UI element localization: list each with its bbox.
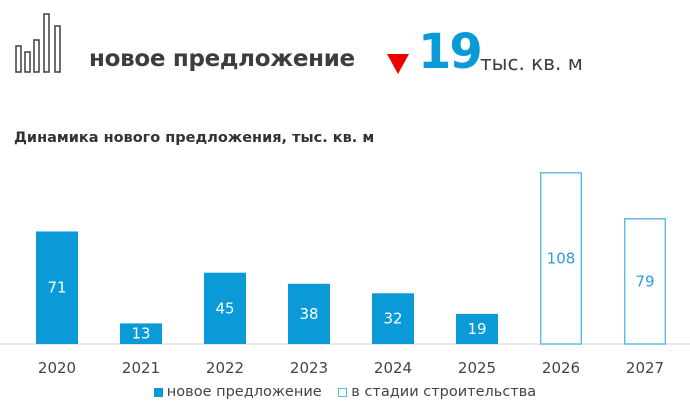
data-label-2024: 32 [383, 310, 402, 328]
data-label-2023: 38 [299, 305, 318, 323]
x-tick-label: 2022 [206, 359, 244, 377]
bar-2027 [624, 218, 667, 345]
legend-item-construction: в стадии строительства [338, 384, 536, 400]
chart-title: Динамика нового предложения, тыс. кв. м [14, 130, 375, 146]
data-label-2020: 71 [47, 279, 66, 297]
bar-columns-outline-icon [15, 13, 61, 73]
data-label-2022: 45 [215, 299, 234, 317]
legend-swatch-outline [338, 387, 348, 397]
bar-2021 [120, 323, 162, 344]
legend-label: новое предложение [166, 384, 322, 400]
bar-2025 [456, 313, 498, 344]
bar-2020 [36, 231, 78, 344]
x-tick-label: 2026 [542, 359, 580, 377]
legend-item-new: новое предложение [153, 384, 322, 400]
down-triangle-icon [387, 54, 409, 74]
data-label-2021: 13 [131, 325, 150, 343]
data-label-2026: 108 [547, 249, 576, 267]
bar-chart: 71 2020 13 2021 45 2022 38 2023 32 2024 19 2025 108 2… [0, 172, 690, 377]
data-label-2025: 19 [467, 320, 486, 338]
x-tick-label: 2023 [290, 359, 328, 377]
bar-2024 [372, 293, 414, 344]
legend: новое предложение в стадии строительства [0, 384, 690, 401]
headline-unit: тыс. кв. м [480, 51, 583, 75]
bar-2023 [288, 283, 330, 344]
x-tick-label: 2025 [458, 359, 496, 377]
legend-label: в стадии строительства [351, 384, 537, 400]
x-tick-label: 2020 [38, 359, 76, 377]
legend-swatch-filled [153, 387, 163, 397]
bar-2026 [540, 172, 583, 345]
bar-2022 [204, 272, 246, 344]
headline-label: новое предложение [89, 46, 355, 72]
headline-value: 19 [418, 24, 483, 80]
x-tick-label: 2021 [122, 359, 160, 377]
x-tick-label: 2027 [626, 359, 664, 377]
data-label-2027: 79 [635, 272, 654, 290]
x-tick-label: 2024 [374, 359, 412, 377]
